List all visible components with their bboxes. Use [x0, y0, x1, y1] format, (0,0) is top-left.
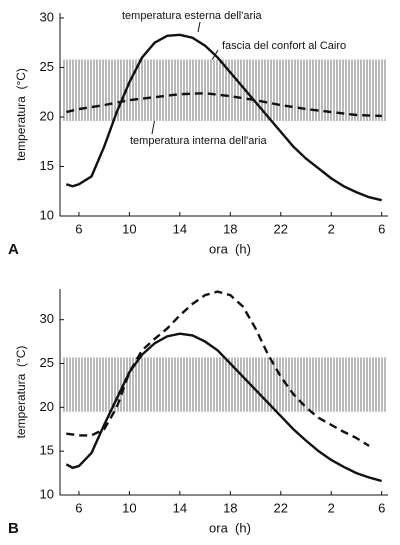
y-tick-label: 30: [40, 9, 54, 24]
y-tick-label: 10: [40, 207, 54, 222]
y-tick-label: 10: [40, 486, 54, 501]
x-axis-label: ora (h): [209, 520, 251, 535]
comfort-band: [62, 357, 386, 412]
temperature-line: [65, 332, 383, 483]
temperature-line: [66, 290, 370, 447]
comfort-band: [62, 59, 386, 121]
x-axis-label: ora (h): [209, 241, 251, 256]
band-label: fascia del confort al Cairo: [222, 40, 346, 52]
x-tick-label: 10: [122, 221, 136, 236]
y-tick-label: 20: [40, 108, 54, 123]
x-tick-label: 2: [328, 500, 335, 515]
y-tick-label: 20: [40, 399, 54, 414]
y-tick-label: 30: [40, 311, 54, 326]
y-tick-label: 25: [40, 355, 54, 370]
x-tick-label: 6: [75, 500, 82, 515]
x-tick-label: 18: [223, 221, 237, 236]
series-label: temperatura esterna dell'aria: [122, 10, 263, 22]
y-tick-label: 25: [40, 59, 54, 74]
x-tick-label: 18: [223, 500, 237, 515]
series-label: temperatura interna dell'aria: [130, 135, 268, 147]
leader-line: [197, 21, 201, 33]
y-axis-label: temperatura (°C): [14, 68, 28, 161]
x-tick-label: 22: [274, 221, 288, 236]
x-tick-label: 6: [378, 221, 385, 236]
x-tick-label: 6: [75, 221, 82, 236]
y-axis-label: temperatura (°C): [14, 346, 28, 439]
x-tick-label: 2: [328, 221, 335, 236]
x-tick-label: 6: [378, 500, 385, 515]
temperature-line: [66, 92, 382, 118]
x-tick-label: 14: [173, 500, 187, 515]
x-tick-label: 14: [173, 221, 187, 236]
y-tick-label: 15: [40, 158, 54, 173]
x-tick-label: 22: [274, 500, 288, 515]
y-tick-label: 15: [40, 443, 54, 458]
panel-label: A: [8, 241, 19, 258]
x-tick-label: 10: [122, 500, 136, 515]
temperature-line: [65, 33, 382, 202]
panel-label: B: [8, 520, 19, 537]
